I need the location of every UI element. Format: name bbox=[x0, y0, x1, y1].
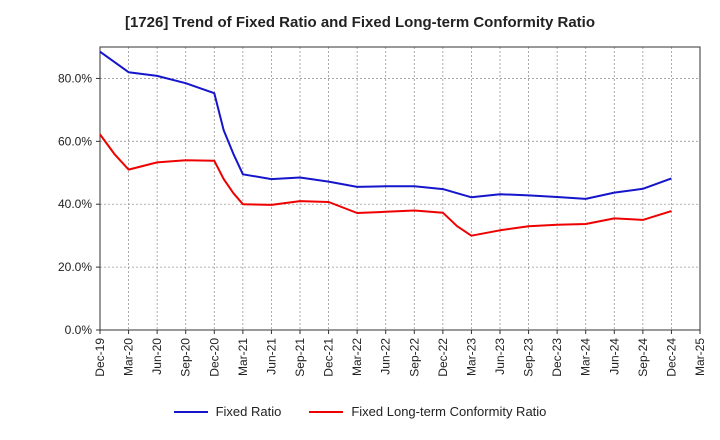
legend-swatch-fixed-ratio bbox=[173, 410, 208, 413]
x-tick-label: Dec-23 bbox=[550, 338, 564, 377]
legend-item-fixed-long-term-conformity-ratio: Fixed Long-term Conformity Ratio bbox=[309, 404, 546, 419]
grid bbox=[100, 47, 700, 330]
x-tick-label: Jun-22 bbox=[379, 338, 393, 375]
y-tick-label: 40.0% bbox=[58, 197, 92, 211]
x-tick-label: Dec-20 bbox=[207, 338, 221, 377]
x-tick-label: Sep-23 bbox=[522, 338, 536, 377]
series-line-fixed-ratio bbox=[99, 50, 672, 200]
legend-label-conformity-ratio: Fixed Long-term Conformity Ratio bbox=[351, 404, 547, 419]
chart-title: [1726] Trend of Fixed Ratio and Fixed Lo… bbox=[124, 14, 596, 31]
x-tick-label: Dec-21 bbox=[322, 338, 336, 377]
legend-item-fixed-ratio: Fixed Ratio bbox=[173, 404, 282, 419]
legend: Fixed Ratio Fixed Long-term Conformity R… bbox=[0, 404, 720, 419]
x-tick-label: Mar-25 bbox=[693, 338, 707, 376]
y-tick-label: 80.0% bbox=[58, 71, 92, 85]
plot-frame bbox=[99, 46, 701, 331]
x-tick-label: Sep-21 bbox=[293, 338, 307, 377]
x-tick-label: Jun-20 bbox=[150, 338, 164, 375]
y-tick-label: 60.0% bbox=[58, 134, 92, 148]
x-tick-label: Sep-24 bbox=[636, 338, 650, 377]
x-tick-label: Dec-19 bbox=[93, 338, 107, 377]
legend-label-fixed-ratio: Fixed Ratio bbox=[215, 404, 282, 419]
x-tick-label: Mar-24 bbox=[579, 338, 593, 376]
y-tick-label: 0.0% bbox=[65, 323, 93, 337]
x-tick-label: Mar-21 bbox=[236, 338, 250, 376]
x-tick-label: Dec-22 bbox=[436, 338, 450, 377]
x-tick-label: Mar-22 bbox=[350, 338, 364, 376]
series-line-fixed-long-term-conformity-ratio bbox=[99, 133, 672, 237]
x-tick-label: Sep-20 bbox=[179, 338, 193, 377]
x-tick-label: Jun-24 bbox=[607, 338, 621, 375]
x-tick-label: Mar-23 bbox=[464, 338, 478, 376]
y-tick-label: 20.0% bbox=[58, 260, 92, 274]
axes: 0.0% 20.0% 40.0% 60.0% 80.0% Dec-19 Mar-20 Jun-… bbox=[58, 46, 707, 377]
x-tick-label: Dec-24 bbox=[664, 338, 678, 377]
series-lines bbox=[99, 50, 672, 237]
x-tick-label: Sep-22 bbox=[407, 338, 421, 377]
x-tick-label: Mar-20 bbox=[122, 338, 136, 376]
x-tick-label: Jun-21 bbox=[264, 338, 278, 375]
legend-swatch-conformity-ratio bbox=[309, 410, 344, 413]
x-tick-label: Jun-23 bbox=[493, 338, 507, 375]
